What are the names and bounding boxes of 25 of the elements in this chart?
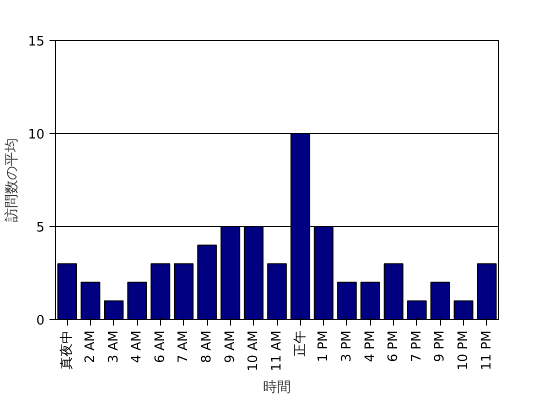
x-axis-title: 時間 <box>263 379 291 396</box>
x-tick-label: 11 AM <box>270 330 284 372</box>
y-tick-label: 15 <box>28 34 45 50</box>
x-tick-label: 10 AM <box>246 330 262 372</box>
y-axis-title: 訪問数の平均 <box>4 138 20 222</box>
y-tick-label: 10 <box>28 128 45 142</box>
x-tick-label: 6 PM <box>386 330 402 362</box>
x-tick-label: 8 AM <box>200 330 215 364</box>
x-tick-label: 4 PM <box>362 330 378 362</box>
x-tick-label: 9 AM <box>222 330 238 364</box>
x-tick-label: 7 AM <box>176 330 192 364</box>
x-tick-label: 9 PM <box>432 330 448 362</box>
y-tick-label: 0 <box>36 314 45 328</box>
x-tick-label: 7 PM <box>409 330 424 362</box>
x-tick-label: 4 AM <box>130 330 145 364</box>
x-tick-label: 正午 <box>292 330 308 356</box>
x-tick-label: 1 PM <box>316 330 332 362</box>
x-tick-label: 3 PM <box>339 330 354 362</box>
x-tick-label: 2 AM <box>82 330 98 364</box>
y-tick-label: 5 <box>36 220 45 236</box>
x-tick-label: 6 AM <box>152 330 168 364</box>
x-tick-label: 真夜中 <box>58 330 75 370</box>
x-tick-label: 10 PM <box>456 330 472 370</box>
x-tick-label: 3 AM <box>106 330 122 364</box>
x-tick-label: 11 PM <box>479 330 494 370</box>
